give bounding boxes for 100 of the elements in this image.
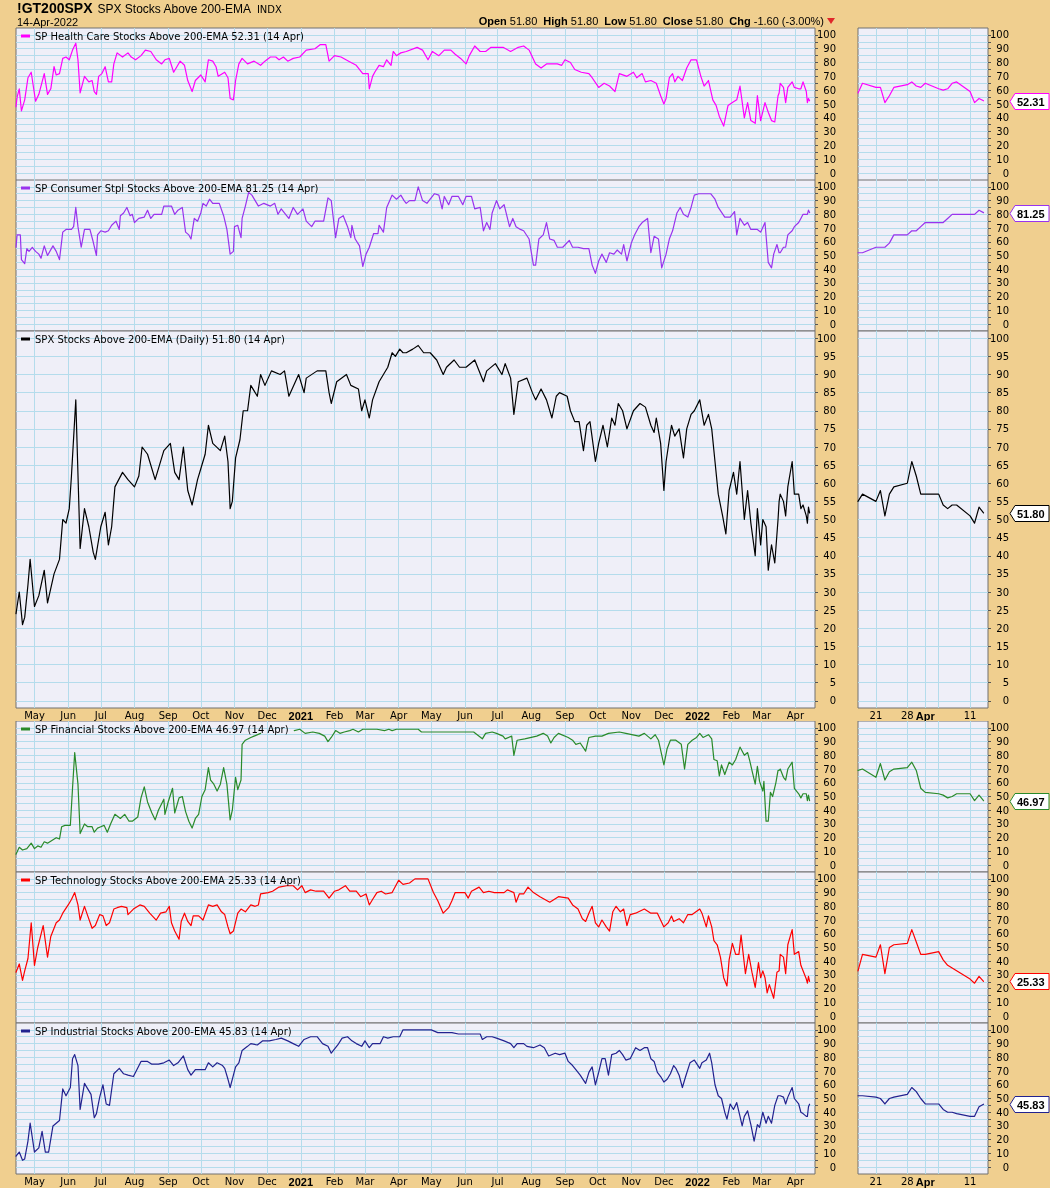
y-tick-label: 100 (989, 29, 1009, 41)
line-series (857, 81, 985, 104)
x-tick-label: Aug (124, 1175, 145, 1187)
y-tick-label: 100 (989, 722, 1009, 734)
x-tick-label: Jul (93, 709, 107, 721)
y-tick-label: 80 (823, 57, 836, 69)
y-tick-label: 70 (996, 1065, 1009, 1077)
y-tick-label: 80 (996, 57, 1009, 69)
y-tick-label: 80 (823, 405, 836, 417)
y-tick-label: 50 (823, 942, 836, 953)
y-tick-label: 80 (823, 208, 836, 220)
y-tick-label: 100 (816, 873, 836, 885)
x-tick-label: Feb (722, 709, 741, 721)
y-tick-label: 70 (996, 70, 1009, 82)
y-tick-label: 40 (823, 1106, 836, 1118)
line-series (15, 186, 811, 274)
y-tick-label: 90 (996, 195, 1009, 207)
y-tick-label: 30 (823, 277, 836, 289)
line-series (857, 1086, 985, 1117)
y-tick-label: 60 (996, 928, 1009, 940)
x-tick-label: Jun (59, 1175, 76, 1187)
y-tick-label: 80 (823, 749, 836, 761)
y-tick-label: 90 (823, 195, 836, 207)
line-series (857, 460, 985, 524)
x-tick-label: Aug (521, 709, 542, 721)
y-tick-label: 70 (996, 914, 1009, 926)
y-tick-label: 0 (1002, 167, 1009, 179)
y-tick-label: 90 (823, 736, 836, 748)
y-tick-label: 30 (996, 818, 1009, 830)
y-tick-label: 50 (823, 250, 836, 261)
x-tick-label: Mar (355, 709, 376, 721)
legend-label: SP Technology Stocks Above 200-EMA 25.33 (14 Apr) (35, 874, 301, 886)
y-tick-label: 0 (1002, 1010, 1009, 1022)
y-tick-label: 90 (823, 887, 836, 899)
y-tick-label: 90 (996, 369, 1009, 380)
y-tick-label: 40 (823, 112, 836, 124)
x-tick-label: Mar (752, 1175, 773, 1187)
legend-label: SP Health Care Stocks Above 200-EMA 52.31 (14 Apr) (35, 30, 305, 42)
y-tick-label: 80 (996, 749, 1009, 761)
y-tick-label: 10 (823, 996, 836, 1008)
line-series (15, 42, 811, 127)
legend-label: SP Consumer Stpl Stocks Above 200-EMA 81.25 (14 Apr) (35, 182, 319, 194)
x-tick-label: Oct (588, 1175, 607, 1187)
y-tick-label: 20 (996, 983, 1009, 995)
y-tick-label: 60 (823, 236, 836, 248)
y-tick-label: 50 (996, 791, 1009, 802)
y-tick-label: 15 (996, 640, 1009, 652)
x-tick-label: Oct (192, 709, 210, 721)
x-tick-label: Aug (124, 709, 145, 721)
y-tick-label: 40 (996, 112, 1009, 124)
x-tick-label: Sep (158, 709, 178, 721)
y-tick-label: 30 (996, 969, 1009, 981)
x-tick-label: Sep (555, 709, 575, 721)
y-tick-label: 0 (1002, 318, 1009, 330)
y-tick-label: 20 (996, 291, 1009, 303)
y-tick-label: 70 (823, 222, 836, 234)
y-tick-label: 10 (823, 304, 836, 316)
x-tick-label: 28 (900, 1175, 914, 1187)
y-tick-label: 0 (829, 167, 836, 179)
line-series (15, 344, 811, 626)
x-tick-label: Oct (588, 709, 607, 721)
legend-label: SPX Stocks Above 200-EMA (Daily) 51.80 (14 Apr) (35, 333, 285, 345)
y-tick-label: 20 (823, 622, 836, 634)
y-tick-label: 30 (996, 586, 1009, 598)
y-tick-label: 20 (823, 983, 836, 995)
x-tick-label: 21 (869, 709, 883, 721)
y-tick-label: 90 (823, 1038, 836, 1050)
y-tick-label: 10 (823, 153, 836, 165)
y-tick-label: 0 (829, 695, 836, 707)
y-tick-label: 20 (996, 832, 1009, 844)
y-tick-label: 100 (989, 1024, 1009, 1036)
text: 46.97 (1017, 795, 1045, 808)
y-tick-label: 0 (829, 1010, 836, 1022)
y-tick-label: 30 (996, 277, 1009, 289)
y-tick-label: 20 (996, 1134, 1009, 1146)
y-tick-label: 25 (823, 604, 836, 616)
line-series (857, 929, 985, 984)
y-tick-label: 60 (823, 777, 836, 789)
y-tick-label: 100 (816, 332, 836, 344)
y-tick-label: 30 (996, 1120, 1009, 1132)
y-tick-label: 70 (996, 441, 1009, 453)
y-tick-label: 10 (823, 659, 836, 670)
line-series (15, 878, 811, 999)
x-tick-label: 2022 (685, 709, 710, 722)
x-tick-label: Apr (786, 1175, 805, 1187)
y-tick-label: 90 (996, 887, 1009, 899)
y-tick-label: 20 (996, 622, 1009, 634)
x-tick-label: 2022 (685, 1175, 710, 1188)
y-tick-label: 10 (996, 996, 1009, 1008)
y-tick-label: 0 (829, 318, 836, 330)
text: 25.33 (1017, 975, 1045, 988)
x-tick-label: Oct (192, 1175, 210, 1187)
y-tick-label: 100 (816, 29, 836, 41)
line-series (15, 1029, 811, 1161)
y-tick-label: 45 (823, 532, 836, 544)
y-tick-label: 30 (996, 126, 1009, 138)
x-tick-label: Jun (456, 709, 473, 721)
y-tick-label: 100 (989, 873, 1009, 885)
x-tick-label: Apr (915, 1175, 936, 1188)
y-tick-label: 30 (823, 1120, 836, 1132)
